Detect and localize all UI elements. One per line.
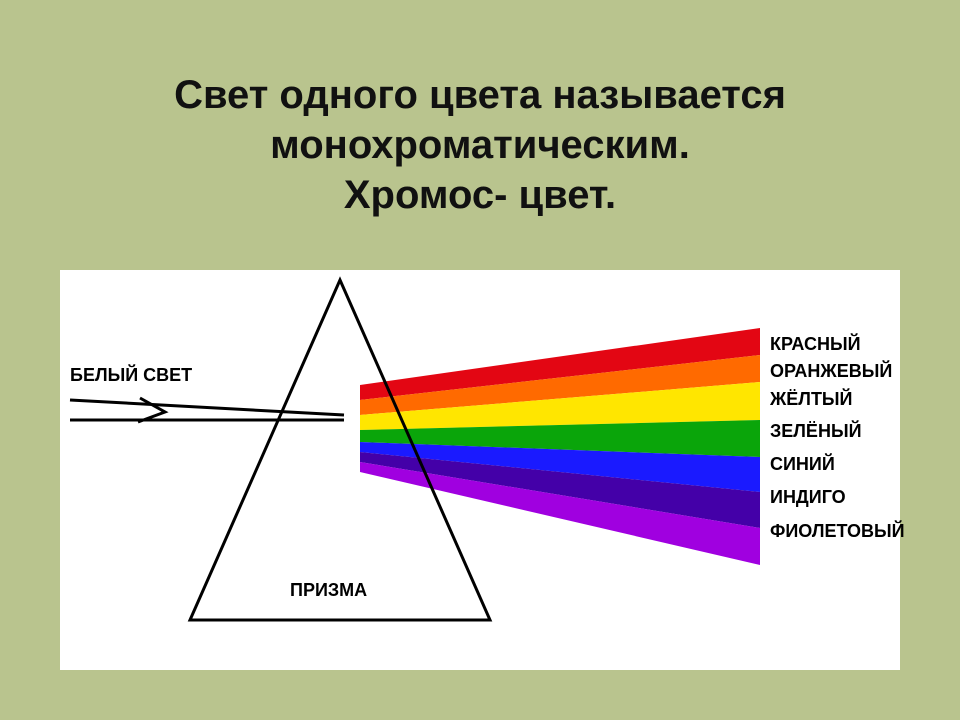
title-line-1: Свет одного цвета называется [0, 70, 960, 120]
spectrum-label: ИНДИГО [770, 488, 846, 506]
spectrum-label: ФИОЛЕТОВЫЙ [770, 522, 905, 540]
spectrum-label: КРАСНЫЙ [770, 335, 861, 353]
prism-label: ПРИЗМА [290, 580, 367, 601]
title-line-2: монохроматическим. [0, 120, 960, 170]
prism-diagram: БЕЛЫЙ СВЕТ ПРИЗМА КРАСНЫЙ ОРАНЖЕВЫЙ ЖЁЛТЫЙ… [60, 270, 900, 670]
spectrum-label: СИНИЙ [770, 455, 835, 473]
spectrum-label: ОРАНЖЕВЫЙ [770, 362, 892, 380]
incoming-light-label: БЕЛЫЙ СВЕТ [70, 365, 192, 386]
title-line-3: Хромос- цвет. [0, 170, 960, 220]
spectrum-label: ЖЁЛТЫЙ [770, 390, 853, 408]
page-title: Свет одного цвета называется монохромати… [0, 70, 960, 220]
spectrum-label: ЗЕЛЁНЫЙ [770, 422, 862, 440]
